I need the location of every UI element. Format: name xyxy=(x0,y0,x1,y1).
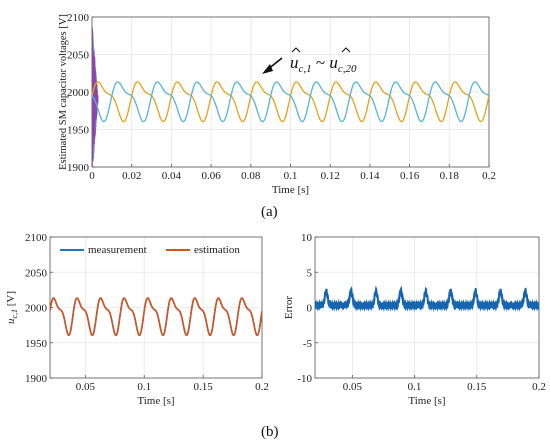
x-tick-label: 0.14 xyxy=(360,170,380,182)
x-tick-label: 0.04 xyxy=(162,170,182,182)
y-tick-label: 0 xyxy=(307,303,313,315)
y-tick-label: 5 xyxy=(307,267,313,279)
series-group-b-left xyxy=(50,297,262,337)
annotation-label: uc,1 ~ uc,20 xyxy=(290,53,357,75)
x-tick-label: 0.2 xyxy=(532,381,546,393)
x-tick-label: 0.02 xyxy=(122,170,141,182)
y-tick-label: -10 xyxy=(297,373,312,385)
x-tick-label: 0.08 xyxy=(241,170,261,182)
x-tick-label: 0.12 xyxy=(321,170,340,182)
x-tick-label: 0.05 xyxy=(343,381,363,393)
legend-label-estimation: estimation xyxy=(194,244,240,256)
y-axis-label-b-left: uc,1 [V] xyxy=(5,291,19,324)
y-tick-label: 1950 xyxy=(67,125,90,137)
series-line-measurement xyxy=(50,297,262,337)
x-tick-label: 0.16 xyxy=(400,170,420,182)
x-tick-label: 0 xyxy=(89,170,95,182)
series-group-a xyxy=(92,26,489,167)
x-tick-label: 0.15 xyxy=(467,381,487,393)
axes-b-left: 0.05 0.1 0.15 0.2 1900 1950 2000 2050 2100 Time [… xyxy=(5,232,269,407)
x-tick-label: 0.1 xyxy=(408,381,422,393)
y-tick-label: 1900 xyxy=(25,373,48,385)
panel-label-a: (a) xyxy=(261,204,278,220)
x-axis-label: Time [s] xyxy=(272,184,309,196)
y-axis-label-a: Estimated SM capacitor voltages [V] xyxy=(58,14,69,170)
x-tick-label: 0.2 xyxy=(482,170,496,182)
y-tick-label: 2000 xyxy=(25,303,48,315)
series-line-estimation xyxy=(50,297,262,337)
y-tick-label: 2000 xyxy=(67,87,90,99)
y-tick-label: 1950 xyxy=(25,338,48,350)
axes-b-right: 0.05 0.1 0.15 0.2 -10 -5 0 5 10 Time [s] Error xyxy=(283,232,546,407)
x-tick-label: 0.18 xyxy=(440,170,460,182)
x-tick-label: 0.05 xyxy=(76,381,96,393)
hat-mark xyxy=(341,47,351,53)
y-tick-label: 1900 xyxy=(67,162,90,174)
y-tick-label: 2100 xyxy=(67,12,90,24)
x-tick-label: 0.15 xyxy=(193,381,213,393)
x-tick-label: 0.1 xyxy=(137,381,151,393)
panel-label-b: (b) xyxy=(261,424,279,440)
y-tick-label: -5 xyxy=(303,338,313,350)
x-tick-label: 0.2 xyxy=(255,381,269,393)
series-line-error xyxy=(315,285,539,312)
x-tick-label: 0.1 xyxy=(284,170,298,182)
x-axis-label: Time [s] xyxy=(137,395,174,407)
y-tick-label: 2050 xyxy=(25,267,48,279)
y-axis-label-b-right: Error xyxy=(283,296,295,320)
series-group-b-right xyxy=(315,285,539,312)
legend-label-measurement: measurement xyxy=(88,244,147,256)
y-tick-label: 2100 xyxy=(25,232,48,244)
y-tick-label: 10 xyxy=(301,232,313,244)
annotation-arrowhead xyxy=(262,64,273,74)
series-line-blue xyxy=(92,81,489,123)
x-tick-label: 0.06 xyxy=(201,170,221,182)
x-axis-label: Time [s] xyxy=(408,395,445,407)
axes-a: 0 0.02 0.04 0.06 0.08 0.1 0.12 0.14 0.16 0.18 0.2 1… xyxy=(58,12,496,196)
startup-trace xyxy=(92,29,99,167)
y-tick-label: 2050 xyxy=(67,50,90,62)
hat-mark xyxy=(291,47,301,53)
